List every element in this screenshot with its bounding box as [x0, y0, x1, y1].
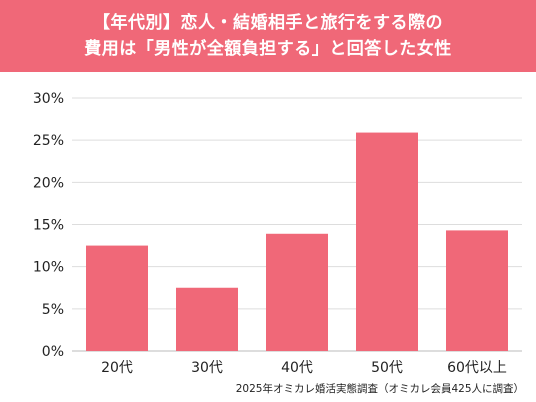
y-tick-label: 5% — [42, 302, 64, 318]
bar-4 — [356, 132, 418, 351]
x-category-label: 20代 — [101, 360, 133, 376]
y-tick-label: 20% — [33, 175, 64, 191]
y-tick-label: 30% — [33, 91, 64, 107]
chart-title-line-2: 費用は「男性が全額負担する」と回答した女性 — [84, 39, 452, 59]
y-tick-label: 10% — [33, 260, 64, 276]
x-category-label: 30代 — [191, 360, 223, 376]
bar-3 — [266, 233, 328, 351]
x-category-label: 60代以上 — [447, 360, 507, 376]
y-tick-label: 25% — [33, 133, 64, 149]
x-category-label: 40代 — [281, 360, 313, 376]
bar-2 — [176, 287, 238, 351]
bar-5 — [446, 230, 508, 351]
x-category-label: 50代 — [371, 360, 403, 376]
y-tick-label: 0% — [42, 344, 64, 360]
bar-1 — [86, 245, 148, 351]
bar-chart: 0% 5% 10% 15% 20% 25% 30% 20代 30代 40代 50代 60代以上 — [33, 91, 522, 376]
source-note: 2025年オミカレ婚活実態調査（オミカレ会員425人に調査） — [235, 383, 524, 395]
chart-title-line-1: 【年代別】恋人・結婚相手と旅行をする際の — [93, 13, 443, 33]
title-banner: 【年代別】恋人・結婚相手と旅行をする際の 費用は「男性が全額負担する」と回答した… — [0, 0, 536, 72]
y-tick-label: 15% — [33, 218, 64, 234]
